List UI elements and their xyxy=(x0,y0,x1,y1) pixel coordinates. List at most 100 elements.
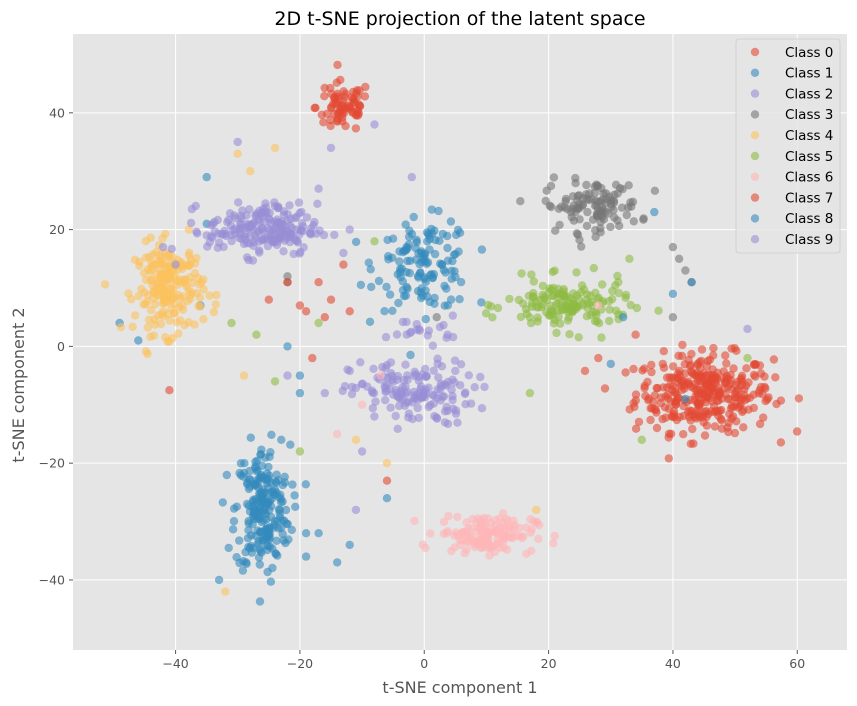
data-point xyxy=(593,181,602,190)
legend-marker xyxy=(750,47,760,57)
data-point xyxy=(606,359,615,369)
data-point xyxy=(683,407,693,417)
data-point xyxy=(629,364,638,374)
data-point xyxy=(473,538,482,547)
data-point xyxy=(563,316,573,325)
data-point xyxy=(167,304,176,313)
data-point xyxy=(314,529,323,538)
data-point xyxy=(287,525,296,535)
data-point xyxy=(572,229,582,238)
data-point xyxy=(533,317,542,326)
data-point xyxy=(364,258,373,267)
data-point xyxy=(488,313,497,322)
data-point xyxy=(186,290,195,299)
data-point xyxy=(743,353,752,363)
data-point xyxy=(184,251,194,260)
data-point xyxy=(450,356,460,365)
data-point xyxy=(241,558,251,567)
data-point xyxy=(710,422,720,431)
data-point xyxy=(582,312,592,321)
data-point xyxy=(228,525,238,534)
data-point xyxy=(255,597,265,606)
data-point xyxy=(624,181,633,190)
data-point xyxy=(580,366,590,376)
data-point xyxy=(597,333,606,342)
data-point xyxy=(646,415,655,425)
data-point xyxy=(462,532,471,541)
data-point xyxy=(381,396,390,405)
data-point xyxy=(395,257,404,266)
data-point xyxy=(243,534,253,543)
data-point xyxy=(327,102,336,112)
data-point xyxy=(215,238,224,247)
data-point xyxy=(232,502,241,511)
data-point xyxy=(476,523,485,532)
data-point xyxy=(554,204,564,213)
data-point xyxy=(257,223,266,233)
data-point xyxy=(446,217,456,226)
data-point xyxy=(549,319,559,328)
data-point xyxy=(340,92,350,102)
data-point xyxy=(687,278,696,287)
data-point xyxy=(272,488,281,497)
data-point xyxy=(148,250,158,259)
data-point xyxy=(610,213,619,222)
data-point xyxy=(640,364,649,373)
data-point xyxy=(477,404,487,413)
data-point xyxy=(597,210,606,219)
data-point xyxy=(666,429,676,438)
data-point xyxy=(392,392,402,401)
data-point xyxy=(659,347,668,356)
data-point xyxy=(430,249,440,259)
data-point xyxy=(722,359,731,368)
data-point xyxy=(333,60,342,70)
data-point xyxy=(360,92,370,101)
x-tick-label: 20 xyxy=(541,656,557,671)
data-point xyxy=(401,220,410,229)
data-point xyxy=(442,284,451,293)
data-point xyxy=(277,435,286,444)
data-point xyxy=(287,223,297,233)
data-point xyxy=(146,332,155,341)
data-point xyxy=(191,201,200,211)
data-point xyxy=(382,386,391,395)
data-point xyxy=(652,423,662,433)
data-point xyxy=(516,197,525,206)
data-point xyxy=(281,234,291,243)
data-point xyxy=(326,121,335,131)
data-point xyxy=(505,533,515,542)
data-point xyxy=(233,149,242,158)
data-point xyxy=(256,473,265,482)
data-point xyxy=(182,282,192,291)
data-point xyxy=(571,179,580,188)
data-point xyxy=(351,435,361,444)
data-point xyxy=(257,491,267,500)
data-point xyxy=(550,531,559,541)
data-point xyxy=(203,242,212,251)
data-point xyxy=(454,247,463,256)
data-point xyxy=(546,181,556,191)
data-point xyxy=(394,401,404,411)
data-point xyxy=(498,518,507,527)
data-point xyxy=(452,230,461,240)
data-point xyxy=(670,412,679,422)
data-point xyxy=(426,529,435,538)
data-point xyxy=(266,448,275,457)
data-point xyxy=(724,395,733,404)
data-point xyxy=(343,365,352,374)
data-point xyxy=(732,346,741,355)
data-point xyxy=(647,360,656,370)
data-point xyxy=(710,407,719,417)
data-point xyxy=(634,417,644,427)
data-point xyxy=(404,240,413,249)
data-point xyxy=(442,333,451,342)
data-point xyxy=(291,502,300,511)
data-point xyxy=(255,544,264,554)
data-point xyxy=(322,109,332,119)
legend-marker xyxy=(750,131,760,140)
data-point xyxy=(615,221,624,231)
data-point xyxy=(199,315,208,324)
data-point xyxy=(435,322,445,332)
data-point xyxy=(451,366,460,376)
